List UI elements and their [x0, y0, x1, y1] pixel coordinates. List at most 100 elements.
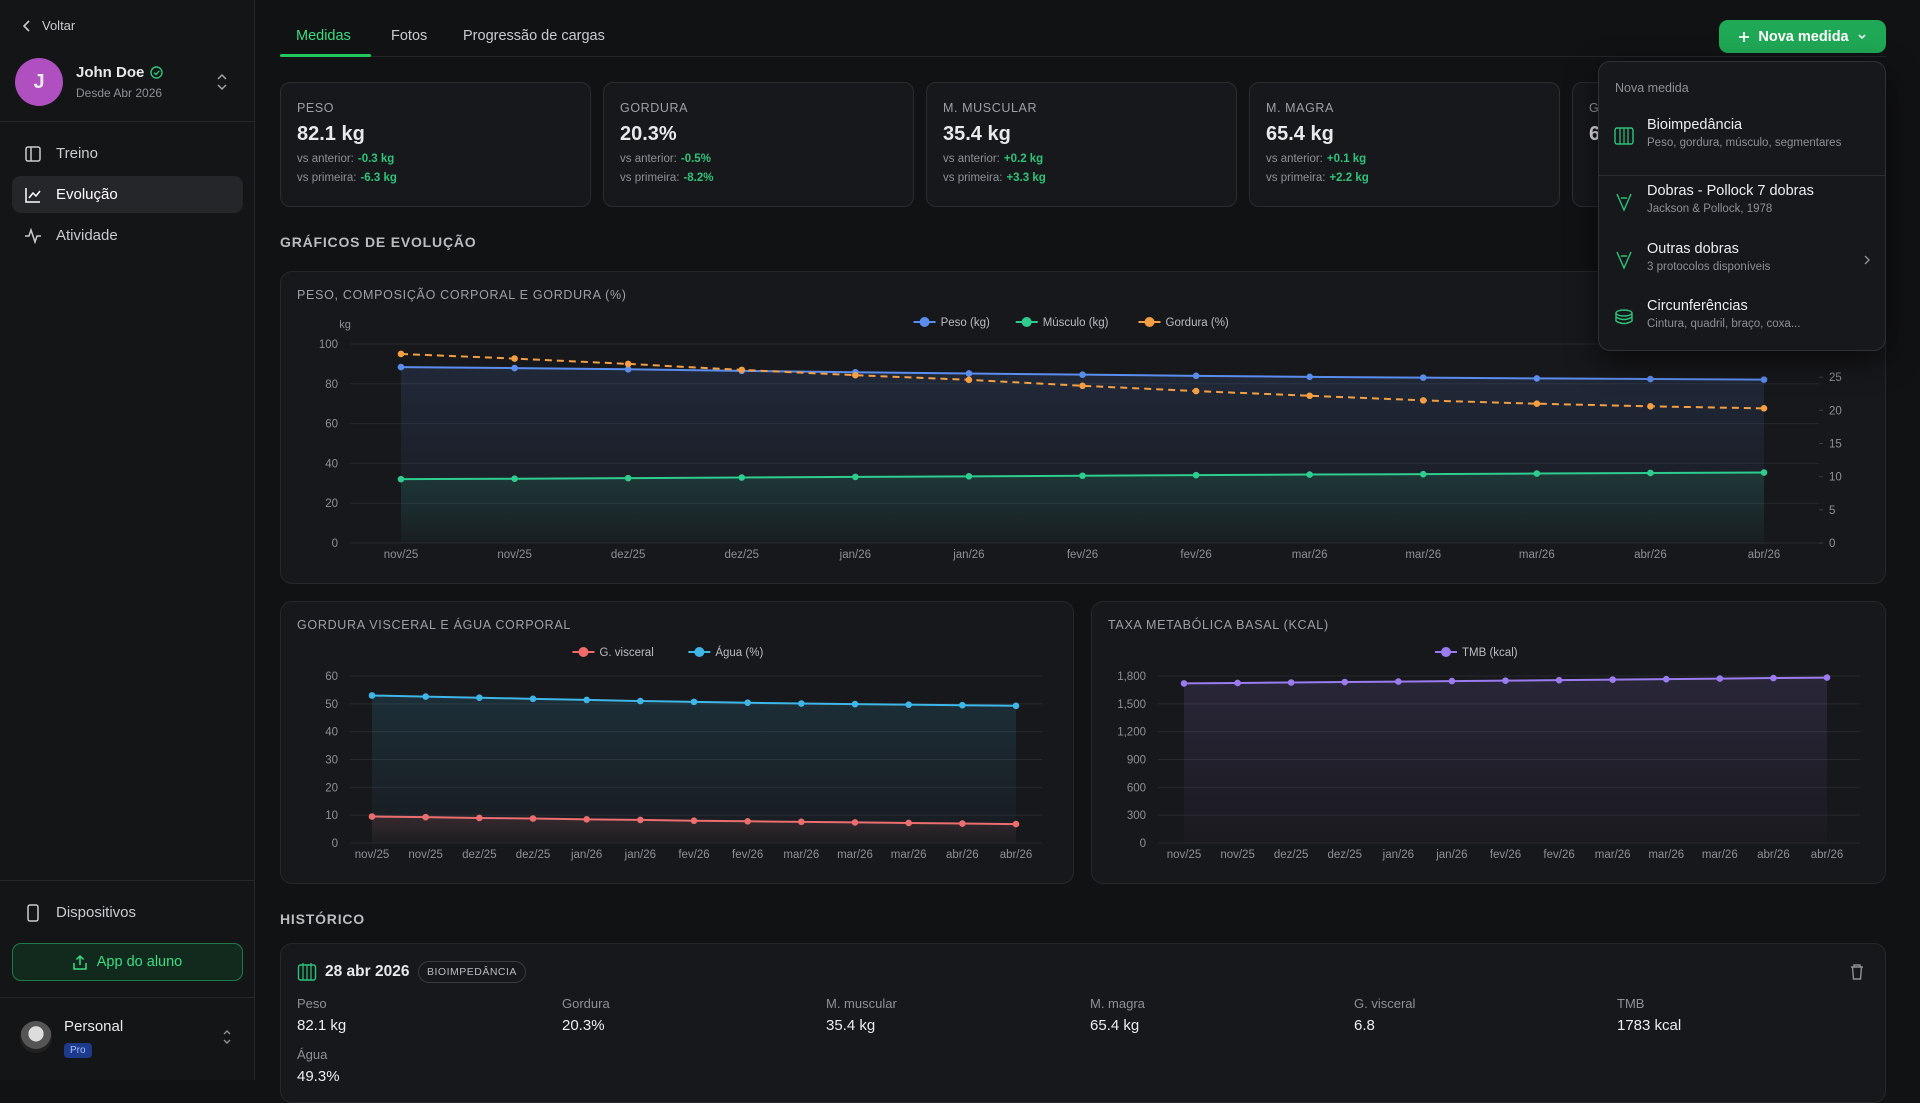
legend-label: Gordura (%) — [1166, 317, 1229, 329]
x-tick-label: dez/25 — [724, 549, 759, 561]
menu-item[interactable]: Bioimpedância Peso, gordura, músculo, seg… — [1599, 117, 1885, 176]
chart-panel: GORDURA VISCERAL E ÁGUA CORPORAL 0 10 20 30 4… — [280, 601, 1074, 884]
card-label: PESO — [297, 101, 335, 115]
delete-button[interactable] — [1849, 963, 1865, 981]
menu-item[interactable]: Circunferências Cintura, quadril, braço, … — [1599, 298, 1885, 356]
card-delta: vs primeira: +2.2 kg — [1266, 172, 1543, 184]
delta-label: vs primeira: — [620, 172, 680, 184]
delta-label: vs primeira: — [943, 172, 1003, 184]
chart: TAXA METABÓLICA BASAL (KCAL) 0 300 600 900 1,… — [1108, 617, 1860, 861]
legend-label: Músculo (kg) — [1043, 317, 1109, 329]
nav-item[interactable]: Dispositivos — [12, 894, 243, 931]
menu-item-title: Circunferências — [1647, 298, 1748, 314]
legend-dot — [1441, 647, 1451, 657]
card-delta: vs primeira: -6.3 kg — [297, 172, 574, 184]
new-measure-button[interactable]: Nova medida — [1719, 20, 1886, 53]
point — [1395, 678, 1402, 685]
chart-title: GORDURA VISCERAL E ÁGUA CORPORAL — [297, 617, 571, 632]
delta-value: +0.2 kg — [1003, 153, 1044, 165]
field-value: 82.1 kg — [297, 1017, 347, 1034]
card-delta: vs anterior: -0.3 kg — [297, 153, 574, 165]
point — [397, 363, 405, 371]
menu-item[interactable]: Dobras - Pollock 7 dobras Jackson & Pollo… — [1599, 183, 1885, 241]
y-tick-label: 40 — [325, 458, 338, 470]
back-label: Voltar — [42, 18, 76, 33]
y-tick-label: 20 — [325, 498, 338, 510]
tab[interactable]: Progressão de cargas — [463, 28, 605, 44]
x-tick-label: dez/25 — [1327, 849, 1362, 861]
nav-item[interactable]: Evolução — [12, 176, 243, 213]
area — [372, 695, 1016, 843]
nav-icon — [25, 145, 41, 162]
point — [1012, 702, 1020, 710]
delta-label: vs primeira: — [1266, 172, 1326, 184]
delta-value: -8.2% — [683, 172, 714, 184]
tab[interactable]: Fotos — [391, 28, 428, 44]
legend-dot — [578, 647, 589, 657]
account-switch[interactable] — [222, 1029, 232, 1045]
menu-title: Nova medida — [1615, 81, 1689, 95]
menu-icon — [1616, 193, 1632, 212]
nav-item[interactable]: Atividade — [12, 217, 243, 254]
x-tick-label: jan/26 — [952, 549, 984, 561]
point — [1555, 676, 1563, 684]
card-value: 65.4 kg — [1266, 123, 1334, 145]
x-tick-label: fev/26 — [678, 849, 709, 861]
point — [1192, 387, 1200, 395]
history-entry: 28 abr 2026 BIOIMPEDÂNCIA Peso 82.1 kg Gor… — [280, 943, 1886, 1103]
point — [1180, 680, 1188, 687]
delta-label: vs anterior: — [297, 153, 354, 165]
area — [401, 472, 1764, 543]
history-badge: BIOIMPEDÂNCIA — [418, 961, 526, 983]
x-tick-label: jan/26 — [839, 549, 871, 561]
back-icon — [22, 19, 30, 32]
point — [1079, 382, 1086, 390]
x-tick-label: fev/26 — [1543, 849, 1574, 861]
stat-card: GORDURA 20.3% vs anterior: -0.5% vs primeira… — [603, 82, 914, 207]
stat-card: M. MUSCULAR 35.4 kg vs anterior: +0.2 kg vs … — [926, 82, 1237, 207]
legend-dot — [1021, 317, 1032, 327]
legend-label: G. visceral — [599, 647, 653, 659]
point — [965, 473, 973, 480]
back-link[interactable]: Voltar — [22, 18, 75, 33]
section-title: GRÁFICOS DE EVOLUÇÃO — [280, 234, 477, 250]
point — [624, 474, 632, 482]
account-avatar — [20, 1021, 52, 1053]
y-tick-label: 30 — [325, 755, 338, 767]
point — [1760, 469, 1768, 476]
point — [1647, 469, 1654, 477]
switch-user[interactable] — [216, 73, 228, 91]
chart-title: PESO, COMPOSIÇÃO CORPORAL E GORDURA (%) — [297, 288, 627, 302]
point — [1533, 470, 1541, 477]
y-tick-label: 900 — [1127, 755, 1146, 767]
stat-card: PESO 82.1 kg vs anterior: -0.3 kg vs primeir… — [280, 82, 591, 207]
x-tick-label: fev/26 — [1067, 549, 1098, 561]
nav-item[interactable]: Treino — [12, 135, 243, 172]
field-value: 35.4 kg — [826, 1017, 876, 1034]
x-tick-label: dez/25 — [516, 849, 551, 861]
tab[interactable]: Medidas — [296, 28, 351, 44]
menu-item-subtitle: Cintura, quadril, braço, coxa... — [1647, 318, 1801, 330]
plus-icon — [1739, 31, 1750, 42]
point — [1760, 376, 1768, 383]
point — [744, 699, 751, 707]
point — [1448, 677, 1456, 685]
point — [511, 364, 518, 372]
x-tick-label: mar/26 — [837, 849, 873, 861]
nav-label: Atividade — [56, 227, 118, 244]
x-tick-label: mar/26 — [1519, 549, 1555, 561]
point — [511, 355, 518, 362]
point — [583, 696, 590, 704]
delta-value: -0.5% — [680, 153, 711, 165]
point — [1770, 674, 1777, 682]
user-name: John Doe — [76, 64, 145, 81]
x-tick-label: abr/26 — [1634, 549, 1667, 561]
menu-item[interactable]: Outras dobras 3 protocolos disponíveis — [1599, 241, 1885, 299]
field-label: Água — [297, 1047, 328, 1062]
point — [959, 701, 966, 709]
x-tick-label: jan/26 — [624, 849, 656, 861]
field-label: M. muscular — [826, 996, 897, 1011]
card-value: 82.1 kg — [297, 123, 365, 145]
app-button[interactable]: App do aluno — [12, 943, 243, 981]
